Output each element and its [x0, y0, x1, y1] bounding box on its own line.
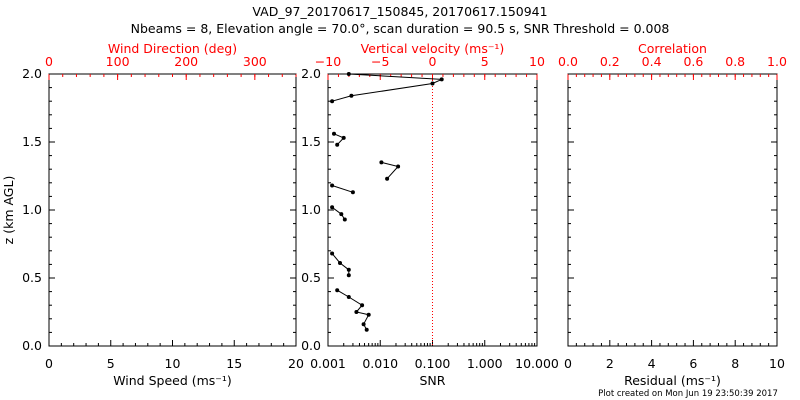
snr-data-point: [335, 142, 340, 147]
top-axis-label: Wind Direction (deg): [108, 41, 237, 56]
snr-profile-line: [331, 185, 354, 193]
snr-data-point: [330, 251, 335, 256]
y-tick-label: 2.0: [301, 66, 321, 81]
y-tick-label: 1.0: [22, 202, 42, 217]
y-tick-label: 1.5: [22, 134, 42, 149]
top-axis-label: Vertical velocity (ms⁻¹): [361, 41, 505, 56]
top-axis-label: Correlation: [638, 41, 707, 56]
top-tick-label: 0.4: [642, 54, 662, 69]
top-tick-label: 10: [529, 54, 545, 69]
top-tick-label: 300: [243, 54, 267, 69]
snr-profile-line: [331, 73, 442, 102]
x-tick-label: 4: [648, 356, 656, 371]
snr-data-point: [330, 99, 335, 104]
x-tick-label: 0: [564, 356, 572, 371]
x-tick-label: 1.000: [467, 356, 503, 371]
figure-title: VAD_97_20170617_150845, 20170617.150941: [252, 4, 547, 19]
snr-data-point: [341, 135, 346, 140]
top-tick-label: 0.2: [600, 54, 620, 69]
x-tick-label: 0.010: [362, 356, 398, 371]
y-tick-label: 1.0: [301, 202, 321, 217]
top-tick-label: 200: [174, 54, 198, 69]
x-tick-label: 5: [107, 356, 115, 371]
top-tick-label: 100: [106, 54, 130, 69]
snr-data-point: [346, 273, 351, 278]
top-tick-label: 0.0: [558, 54, 578, 69]
top-tick-label: 5: [481, 54, 489, 69]
top-tick-label: 0: [45, 54, 53, 69]
snr-data-point: [335, 288, 340, 293]
top-tick-label: 1.0: [767, 54, 787, 69]
snr-data-point: [360, 303, 365, 308]
top-tick-label: 0.8: [725, 54, 745, 69]
snr-data-point: [361, 322, 366, 327]
x-tick-label: 10.000: [515, 356, 559, 371]
snr-data-point: [439, 77, 444, 82]
x-tick-label: 0: [45, 356, 53, 371]
y-axis-label: z (km AGL): [1, 176, 16, 245]
y-tick-label: 2.0: [22, 66, 42, 81]
y-tick-label: 1.5: [301, 134, 321, 149]
snr-data-point: [385, 176, 390, 181]
y-tick-label: 0.5: [301, 270, 321, 285]
snr-data-point: [349, 93, 354, 98]
snr-data-point: [346, 72, 351, 76]
snr-data-point: [332, 131, 336, 136]
x-tick-label: 0.100: [415, 356, 451, 371]
snr-data-point: [330, 183, 335, 188]
top-tick-label: 0.6: [683, 54, 703, 69]
snr-profile-line: [381, 161, 400, 180]
x-tick-label: 10: [165, 356, 181, 371]
top-tick-label: −10: [315, 54, 341, 69]
snr-data-point: [330, 205, 335, 210]
x-tick-label: 0.001: [310, 356, 346, 371]
snr-data-point: [350, 190, 355, 195]
snr-data-point: [396, 164, 401, 169]
snr-data-point: [346, 295, 351, 299]
snr-data-point: [364, 327, 369, 332]
y-tick-label: 0.0: [301, 338, 321, 353]
x-tick-label: 8: [731, 356, 739, 371]
figure-subtitle: Nbeams = 8, Elevation angle = 70.0°, sca…: [131, 21, 670, 36]
x-axis-label: SNR: [420, 373, 446, 388]
y-tick-label: 0.5: [22, 270, 42, 285]
x-tick-label: 6: [689, 356, 697, 371]
plot-footer: Plot created on Mon Jun 19 23:50:39 2017: [598, 389, 778, 399]
snr-data-point: [430, 81, 435, 86]
y-tick-label: 0.0: [22, 338, 42, 353]
snr-data-point: [366, 312, 371, 317]
x-axis-label: Residual (ms⁻¹): [624, 373, 721, 388]
plot-frame-wind: [48, 73, 297, 347]
snr-profile-line: [331, 253, 350, 276]
snr-data-point: [339, 212, 344, 217]
x-tick-label: 20: [288, 356, 304, 371]
x-tick-label: 10: [769, 356, 785, 371]
top-tick-label: −5: [371, 54, 389, 69]
top-tick-label: 0: [429, 54, 437, 69]
x-tick-label: 15: [226, 356, 242, 371]
snr-data-point: [379, 160, 384, 165]
x-tick-label: 2: [606, 356, 614, 371]
snr-data-point: [342, 217, 347, 222]
snr-data-point: [354, 310, 359, 314]
x-axis-label: Wind Speed (ms⁻¹): [113, 373, 232, 388]
plot-frame-residual: [567, 73, 778, 347]
snr-data-point: [338, 261, 342, 265]
snr-data-point: [346, 267, 351, 272]
